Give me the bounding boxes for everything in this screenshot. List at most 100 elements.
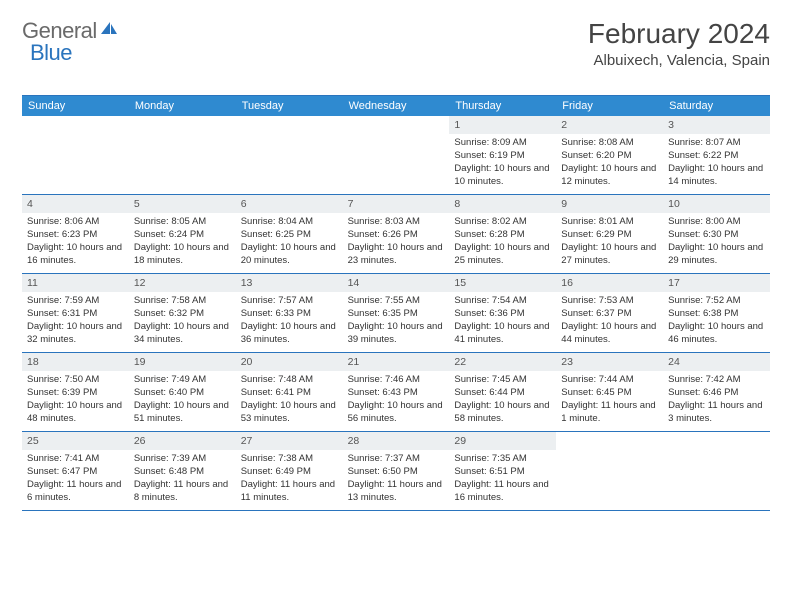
- cell-body: Sunrise: 8:00 AMSunset: 6:30 PMDaylight:…: [663, 213, 770, 272]
- calendar-cell: 28Sunrise: 7:37 AMSunset: 6:50 PMDayligh…: [343, 432, 450, 510]
- sunset-text: Sunset: 6:23 PM: [27, 229, 124, 242]
- date-number: 24: [663, 353, 770, 371]
- sunrise-text: Sunrise: 7:39 AM: [134, 453, 231, 466]
- date-number: 10: [663, 195, 770, 213]
- sunrise-text: Sunrise: 7:57 AM: [241, 295, 338, 308]
- sunrise-text: Sunrise: 7:46 AM: [348, 374, 445, 387]
- daylight-text: Daylight: 11 hours and 1 minute.: [561, 400, 658, 426]
- sunrise-text: Sunrise: 8:06 AM: [27, 216, 124, 229]
- date-number: 8: [449, 195, 556, 213]
- day-header-cell: Tuesday: [236, 96, 343, 116]
- week-row: 18Sunrise: 7:50 AMSunset: 6:39 PMDayligh…: [22, 353, 770, 432]
- sunset-text: Sunset: 6:36 PM: [454, 308, 551, 321]
- date-number: 9: [556, 195, 663, 213]
- daylight-text: Daylight: 10 hours and 39 minutes.: [348, 321, 445, 347]
- calendar-cell: [556, 432, 663, 510]
- date-number: 23: [556, 353, 663, 371]
- calendar-cell: [343, 116, 450, 194]
- sunset-text: Sunset: 6:24 PM: [134, 229, 231, 242]
- sunrise-text: Sunrise: 7:38 AM: [241, 453, 338, 466]
- sunset-text: Sunset: 6:26 PM: [348, 229, 445, 242]
- cell-body: Sunrise: 8:06 AMSunset: 6:23 PMDaylight:…: [22, 213, 129, 272]
- sunset-text: Sunset: 6:30 PM: [668, 229, 765, 242]
- date-number: 28: [343, 432, 450, 450]
- sunset-text: Sunset: 6:29 PM: [561, 229, 658, 242]
- sunset-text: Sunset: 6:28 PM: [454, 229, 551, 242]
- day-header-cell: Thursday: [449, 96, 556, 116]
- calendar-cell: [236, 116, 343, 194]
- calendar-cell: 4Sunrise: 8:06 AMSunset: 6:23 PMDaylight…: [22, 195, 129, 273]
- calendar-cell: 7Sunrise: 8:03 AMSunset: 6:26 PMDaylight…: [343, 195, 450, 273]
- cell-body: Sunrise: 8:05 AMSunset: 6:24 PMDaylight:…: [129, 213, 236, 272]
- cell-body: Sunrise: 8:09 AMSunset: 6:19 PMDaylight:…: [449, 134, 556, 193]
- daylight-text: Daylight: 10 hours and 27 minutes.: [561, 242, 658, 268]
- daylight-text: Daylight: 11 hours and 6 minutes.: [27, 479, 124, 505]
- calendar-cell: 14Sunrise: 7:55 AMSunset: 6:35 PMDayligh…: [343, 274, 450, 352]
- sunrise-text: Sunrise: 8:00 AM: [668, 216, 765, 229]
- daylight-text: Daylight: 11 hours and 16 minutes.: [454, 479, 551, 505]
- sunrise-text: Sunrise: 7:44 AM: [561, 374, 658, 387]
- sunset-text: Sunset: 6:51 PM: [454, 466, 551, 479]
- calendar-cell: 16Sunrise: 7:53 AMSunset: 6:37 PMDayligh…: [556, 274, 663, 352]
- sunset-text: Sunset: 6:32 PM: [134, 308, 231, 321]
- sunrise-text: Sunrise: 7:41 AM: [27, 453, 124, 466]
- sunrise-text: Sunrise: 7:35 AM: [454, 453, 551, 466]
- calendar-cell: 8Sunrise: 8:02 AMSunset: 6:28 PMDaylight…: [449, 195, 556, 273]
- cell-body: Sunrise: 7:46 AMSunset: 6:43 PMDaylight:…: [343, 371, 450, 430]
- sunset-text: Sunset: 6:19 PM: [454, 150, 551, 163]
- cell-body: Sunrise: 8:03 AMSunset: 6:26 PMDaylight:…: [343, 213, 450, 272]
- sunrise-text: Sunrise: 7:45 AM: [454, 374, 551, 387]
- date-number: 15: [449, 274, 556, 292]
- day-header-cell: Sunday: [22, 96, 129, 116]
- header: General February 2024 Albuixech, Valenci…: [22, 18, 770, 69]
- sunset-text: Sunset: 6:40 PM: [134, 387, 231, 400]
- daylight-text: Daylight: 10 hours and 14 minutes.: [668, 163, 765, 189]
- cell-body: Sunrise: 8:01 AMSunset: 6:29 PMDaylight:…: [556, 213, 663, 272]
- daylight-text: Daylight: 10 hours and 44 minutes.: [561, 321, 658, 347]
- sunrise-text: Sunrise: 8:08 AM: [561, 137, 658, 150]
- calendar-cell: 17Sunrise: 7:52 AMSunset: 6:38 PMDayligh…: [663, 274, 770, 352]
- cell-body: Sunrise: 7:49 AMSunset: 6:40 PMDaylight:…: [129, 371, 236, 430]
- daylight-text: Daylight: 10 hours and 23 minutes.: [348, 242, 445, 268]
- week-row: 25Sunrise: 7:41 AMSunset: 6:47 PMDayligh…: [22, 432, 770, 511]
- sunrise-text: Sunrise: 8:07 AM: [668, 137, 765, 150]
- month-title: February 2024: [588, 18, 770, 50]
- daylight-text: Daylight: 10 hours and 10 minutes.: [454, 163, 551, 189]
- daylight-text: Daylight: 10 hours and 56 minutes.: [348, 400, 445, 426]
- daylight-text: Daylight: 10 hours and 36 minutes.: [241, 321, 338, 347]
- calendar-cell: 25Sunrise: 7:41 AMSunset: 6:47 PMDayligh…: [22, 432, 129, 510]
- date-number: 18: [22, 353, 129, 371]
- sunset-text: Sunset: 6:50 PM: [348, 466, 445, 479]
- daylight-text: Daylight: 10 hours and 46 minutes.: [668, 321, 765, 347]
- calendar-cell: 13 Sunrise: 7:57 AMSunset: 6:33 PMDayligh…: [236, 274, 343, 352]
- cell-body: Sunrise: 7:58 AMSunset: 6:32 PMDaylight:…: [129, 292, 236, 351]
- sunset-text: Sunset: 6:39 PM: [27, 387, 124, 400]
- sunrise-text: Sunrise: 7:55 AM: [348, 295, 445, 308]
- sunset-text: Sunset: 6:33 PM: [241, 308, 338, 321]
- cell-body: Sunrise: 7:41 AMSunset: 6:47 PMDaylight:…: [22, 450, 129, 509]
- daylight-text: Daylight: 10 hours and 12 minutes.: [561, 163, 658, 189]
- calendar-cell: 22Sunrise: 7:45 AMSunset: 6:44 PMDayligh…: [449, 353, 556, 431]
- location-text: Albuixech, Valencia, Spain: [588, 52, 770, 69]
- calendar-cell: 26Sunrise: 7:39 AMSunset: 6:48 PMDayligh…: [129, 432, 236, 510]
- cell-body: Sunrise: 7:48 AMSunset: 6:41 PMDaylight:…: [236, 371, 343, 430]
- day-header-cell: Wednesday: [343, 96, 450, 116]
- date-number: 13: [236, 274, 343, 292]
- calendar: SundayMondayTuesdayWednesdayThursdayFrid…: [22, 95, 770, 511]
- brand-text-blue-wrap: Blue: [30, 40, 72, 66]
- cell-body: Sunrise: 7:59 AMSunset: 6:31 PMDaylight:…: [22, 292, 129, 351]
- daylight-text: Daylight: 10 hours and 18 minutes.: [134, 242, 231, 268]
- date-number: 11: [22, 274, 129, 292]
- date-number: 7: [343, 195, 450, 213]
- sunset-text: Sunset: 6:25 PM: [241, 229, 338, 242]
- sunset-text: Sunset: 6:44 PM: [454, 387, 551, 400]
- calendar-cell: 20Sunrise: 7:48 AMSunset: 6:41 PMDayligh…: [236, 353, 343, 431]
- cell-body: Sunrise: 7:39 AMSunset: 6:48 PMDaylight:…: [129, 450, 236, 509]
- calendar-cell: 5Sunrise: 8:05 AMSunset: 6:24 PMDaylight…: [129, 195, 236, 273]
- sunset-text: Sunset: 6:49 PM: [241, 466, 338, 479]
- sunset-text: Sunset: 6:41 PM: [241, 387, 338, 400]
- date-number: 6: [236, 195, 343, 213]
- date-number: 29: [449, 432, 556, 450]
- calendar-cell: 3Sunrise: 8:07 AMSunset: 6:22 PMDaylight…: [663, 116, 770, 194]
- daylight-text: Daylight: 10 hours and 48 minutes.: [27, 400, 124, 426]
